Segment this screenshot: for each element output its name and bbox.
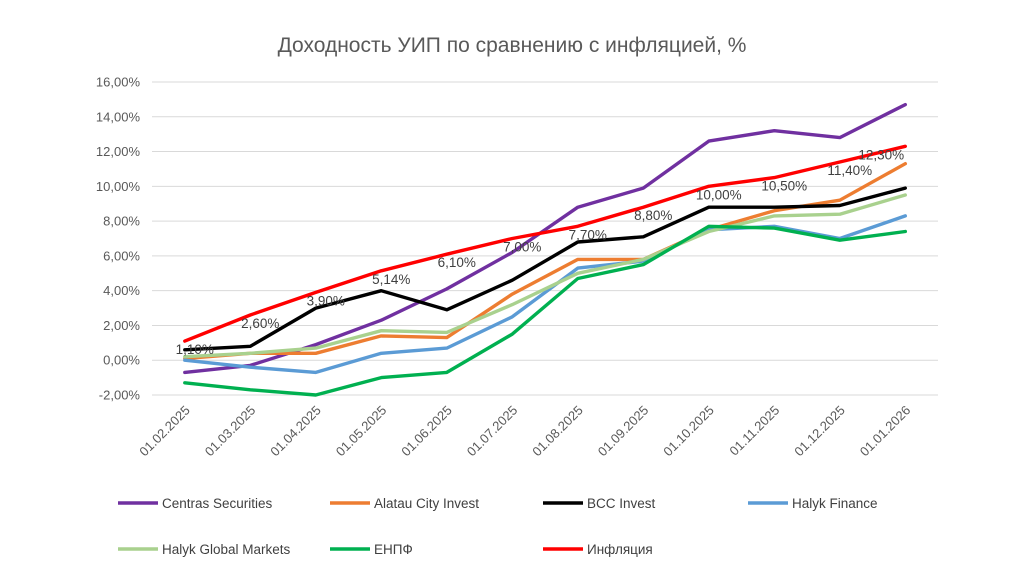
legend-label: Инфляция <box>587 542 653 557</box>
x-tick-label: 01.07.2025 <box>464 403 521 460</box>
data-labels: 1,10% 2,60% 3,90% 5,14% 6,10% 7,00% 7,70% 8,80%… <box>176 147 905 357</box>
y-tick-label: 12,00% <box>96 144 141 159</box>
y-tick-label: -2,00% <box>99 388 141 403</box>
legend-entry: Centras Securities <box>118 496 273 511</box>
x-tick-label: 01.09.2025 <box>595 403 652 460</box>
legend-entry: Halyk Finance <box>748 496 878 511</box>
x-tick-label: 01.04.2025 <box>267 403 324 460</box>
legend-entry: BCC Invest <box>543 496 656 511</box>
data-label: 10,50% <box>761 179 807 194</box>
data-label: 8,80% <box>634 208 672 223</box>
legend-label: ЕНПФ <box>374 542 413 557</box>
legend-entry: Halyk Global Markets <box>118 542 291 557</box>
legend-label: Halyk Global Markets <box>162 542 291 557</box>
series-line-halyk-global-markets <box>183 193 907 359</box>
x-axis-ticks: 01.02.2025 01.03.2025 01.04.2025 01.05.2025… <box>136 403 913 460</box>
gridlines <box>152 81 938 396</box>
x-tick-label: 01.11.2025 <box>726 403 782 459</box>
legend-label: Centras Securities <box>162 496 273 511</box>
series-line-halyk-finance <box>183 214 907 375</box>
legend-label: Halyk Finance <box>792 496 878 511</box>
x-tick-label: 01.06.2025 <box>398 403 455 460</box>
y-tick-label: 0,00% <box>103 353 140 368</box>
y-tick-label: 14,00% <box>96 109 141 124</box>
x-tick-label: 01.03.2025 <box>202 403 259 460</box>
x-tick-label: 01.05.2025 <box>333 403 390 460</box>
y-tick-label: 2,00% <box>103 318 140 333</box>
legend: Centras Securities Alatau City Invest BCC … <box>118 496 878 557</box>
data-label: 7,00% <box>503 240 541 255</box>
data-label: 10,00% <box>696 187 742 202</box>
data-label: 5,14% <box>372 272 410 287</box>
data-label: 6,10% <box>438 255 476 270</box>
legend-label: Alatau City Invest <box>374 496 479 511</box>
y-axis-ticks: -2,00% 0,00% 2,00% 4,00% 6,00% 8,00% 10,00% 12,… <box>96 75 141 403</box>
series-line-енпф <box>183 224 907 397</box>
x-tick-label: 01.08.2025 <box>529 403 586 460</box>
data-label: 3,90% <box>307 293 345 308</box>
legend-entry: Alatau City Invest <box>330 496 479 511</box>
x-tick-label: 01.01.2026 <box>857 403 914 460</box>
y-tick-label: 6,00% <box>103 248 140 263</box>
y-tick-label: 8,00% <box>103 214 140 229</box>
data-label: 1,10% <box>176 342 214 357</box>
legend-entry: Инфляция <box>543 542 653 557</box>
chart-title: Доходность УИП по сравнению с инфляцией,… <box>278 34 747 57</box>
legend-entry: ЕНПФ <box>330 542 413 557</box>
data-label: 7,70% <box>569 227 607 242</box>
data-label: 2,60% <box>241 316 279 331</box>
series-line-инфляция <box>183 144 907 343</box>
legend-label: BCC Invest <box>587 496 656 511</box>
data-label: 11,40% <box>827 163 872 178</box>
series-line-alatau-city-invest <box>183 161 907 361</box>
x-tick-label: 01.02.2025 <box>136 403 193 460</box>
y-tick-label: 16,00% <box>96 75 141 90</box>
series-lines <box>183 102 907 397</box>
series-line-centras-securities <box>183 102 907 375</box>
y-tick-label: 10,00% <box>96 179 141 194</box>
x-tick-label: 01.10.2025 <box>660 403 717 460</box>
y-tick-label: 4,00% <box>103 283 140 298</box>
series-line-bcc-invest <box>183 186 907 352</box>
x-tick-label: 01.12.2025 <box>791 403 848 460</box>
data-label: 12,30% <box>858 147 904 162</box>
